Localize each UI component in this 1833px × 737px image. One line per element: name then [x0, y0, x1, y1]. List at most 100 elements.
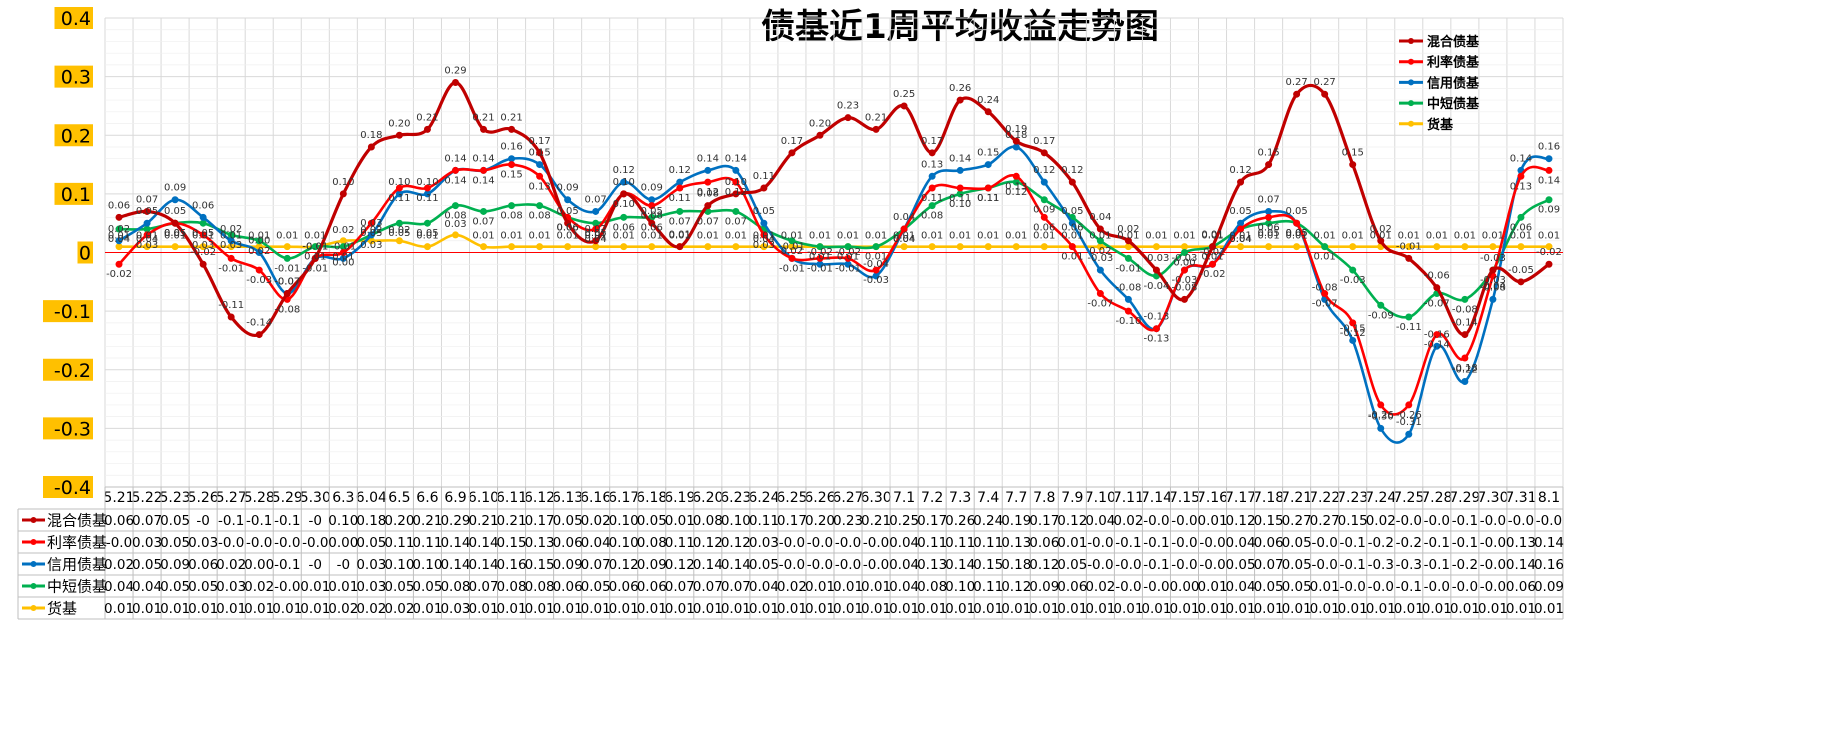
data-label-0-39: 0.01 [1201, 230, 1223, 241]
table-cell-1-47: -0.1 [1424, 535, 1450, 551]
x-tick-label-42: 7.21 [1281, 490, 1312, 506]
point-4-30 [956, 243, 964, 251]
data-label-4-31: 0.01 [977, 231, 999, 242]
x-tick-label-13: 6.10 [468, 490, 499, 506]
data-label-0-9: 0.18 [360, 130, 382, 141]
table-cell-3-49: -0.0 [1480, 579, 1506, 595]
data-label-3-51: 0.09 [1538, 205, 1560, 216]
table-cell-1-43: -0.0 [1312, 535, 1338, 551]
data-label-4-8: 0.02 [332, 225, 354, 236]
point-4-42 [1293, 243, 1301, 251]
point-0-29 [928, 149, 936, 157]
data-label-2-18: 0.12 [613, 165, 635, 176]
table-cell-4-38: 0.01 [1169, 601, 1199, 617]
series-line-2 [118, 145, 1550, 444]
table-cell-3-18: 0.06 [609, 579, 639, 595]
data-label-0-28: 0.25 [893, 89, 915, 100]
data-label-3-40: 0.04 [1229, 234, 1251, 245]
data-label-0-34: 0.12 [1061, 165, 1083, 176]
table-cell-0-4: -0.1 [218, 513, 244, 529]
table-cell-0-32: 0.19 [1001, 513, 1031, 529]
data-label-1-40: 0.04 [1229, 234, 1251, 245]
data-label-4-25: 0.01 [809, 231, 831, 242]
legend-label-1: 利率债基 [1427, 55, 1480, 71]
point-4-21 [704, 243, 712, 251]
table-cell-3-32: 0.12 [1001, 579, 1031, 595]
point-3-25 [816, 243, 824, 251]
data-label-4-39: 0.01 [1201, 231, 1223, 242]
table-cell-0-23: 0.11 [749, 513, 779, 529]
table-cell-1-32: 0.13 [1001, 535, 1031, 551]
point-0-37 [1152, 266, 1160, 274]
table-cell-3-21: 0.07 [693, 579, 723, 595]
table-cell-0-39: 0.01 [1197, 513, 1227, 529]
point-1-44 [1349, 319, 1357, 327]
data-label-4-27: 0.01 [865, 231, 887, 242]
y-tick-label: 0.2 [61, 125, 91, 147]
table-cell-1-25: -0.0 [807, 535, 833, 551]
table-cell-2-6: -0.1 [274, 557, 300, 573]
point-2-33 [1040, 178, 1048, 186]
point-0-20 [676, 243, 684, 251]
table-cell-4-27: 0.01 [861, 601, 891, 617]
data-label-4-4: 0.01 [220, 231, 242, 242]
data-label-2-4: 0.02 [220, 224, 242, 235]
data-label-0-4: -0.11 [218, 300, 244, 311]
table-cell-1-45: -0.2 [1368, 535, 1394, 551]
data-label-2-30: 0.14 [949, 153, 971, 164]
point-2-22 [732, 166, 740, 174]
table-cell-2-51: 0.16 [1534, 557, 1564, 573]
data-label-4-43: 0.01 [1314, 231, 1336, 242]
point-2-30 [956, 166, 964, 174]
table-cell-4-12: 0.03 [440, 601, 470, 617]
table-cell-2-41: 0.07 [1254, 557, 1284, 573]
table-cell-1-31: 0.11 [973, 535, 1003, 551]
table-cell-2-28: 0.04 [889, 557, 919, 573]
point-1-51 [1545, 166, 1553, 174]
data-label-0-6: -0.07 [274, 277, 300, 288]
point-0-50 [1517, 278, 1525, 286]
data-label-1-8: 0.00 [332, 258, 354, 269]
point-1-15 [536, 172, 544, 180]
table-cell-0-37: -0.0 [1143, 513, 1169, 529]
table-cell-4-0: 0.01 [104, 601, 134, 617]
data-label-4-17: 0.01 [585, 231, 607, 242]
table-cell-2-38: -0.0 [1171, 557, 1197, 573]
table-cell-3-12: 0.08 [440, 579, 470, 595]
y-tick-label: -0.2 [54, 360, 91, 382]
point-1-3 [199, 231, 207, 239]
table-cell-2-36: -0.0 [1115, 557, 1141, 573]
data-label-1-6: -0.08 [274, 304, 300, 315]
table-cell-0-50: -0.0 [1508, 513, 1534, 529]
data-label-2-24: -0.01 [779, 241, 805, 252]
point-1-25 [816, 254, 824, 262]
data-label-4-38: 0.01 [1173, 231, 1195, 242]
data-label-2-40: 0.05 [1229, 206, 1251, 217]
table-cell-4-25: 0.01 [805, 601, 835, 617]
table-cell-4-40: 0.01 [1226, 601, 1256, 617]
data-label-4-23: 0.01 [753, 231, 775, 242]
x-tick-label-1: 5.22 [131, 490, 162, 506]
table-legend-marker-3 [30, 583, 37, 589]
table-cell-1-38: -0.0 [1171, 535, 1197, 551]
data-label-0-29: 0.17 [921, 136, 943, 147]
data-label-3-41: 0.05 [1257, 228, 1279, 239]
data-label-1-14: 0.15 [500, 170, 522, 181]
table-cell-4-22: 0.01 [721, 601, 751, 617]
table-cell-3-29: 0.08 [917, 579, 947, 595]
data-label-4-28: 0.01 [893, 231, 915, 242]
table-cell-3-37: -0.0 [1143, 579, 1169, 595]
table-cell-1-9: 0.05 [356, 535, 386, 551]
point-0-39 [1209, 243, 1217, 251]
data-label-4-12: 0.03 [444, 219, 466, 230]
table-cell-4-28: 0.01 [889, 601, 919, 617]
table-cell-3-26: 0.01 [833, 579, 863, 595]
x-tick-label-36: 7.11 [1113, 490, 1144, 506]
data-label-3-44: -0.03 [1340, 275, 1366, 286]
table-cell-0-1: 0.07 [132, 513, 162, 529]
point-0-43 [1321, 90, 1329, 98]
table-cell-2-30: 0.14 [945, 557, 975, 573]
data-label-3-39: 0.01 [1201, 252, 1223, 263]
point-4-33 [1040, 243, 1048, 251]
